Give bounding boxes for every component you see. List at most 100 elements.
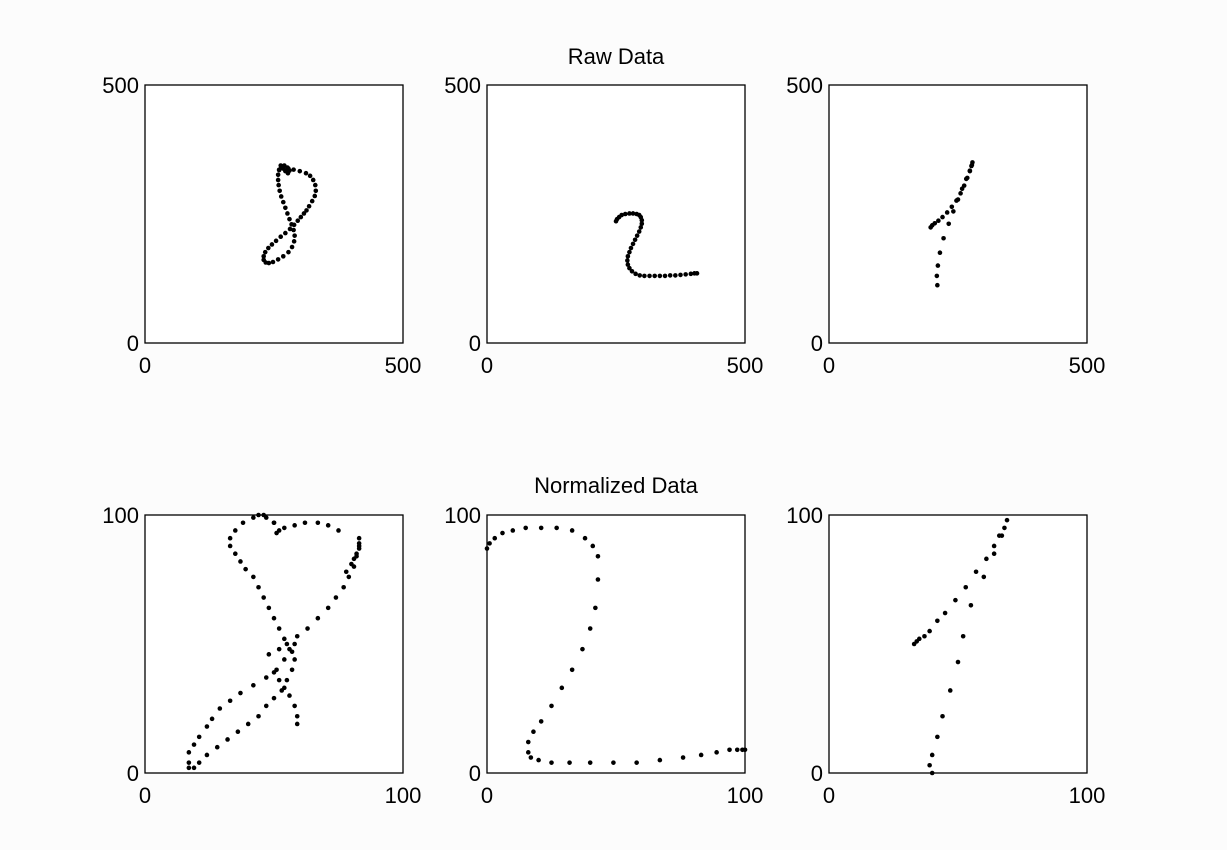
data-point xyxy=(287,693,292,698)
data-point xyxy=(209,716,215,722)
data-point xyxy=(968,603,974,608)
data-point xyxy=(633,271,638,277)
data-point xyxy=(991,551,997,556)
subplot-raw-1: 0 500 0 500 xyxy=(102,73,421,378)
x-tick-label-min: 0 xyxy=(481,353,493,378)
data-point xyxy=(525,739,531,745)
data-point xyxy=(227,535,233,541)
data-point xyxy=(356,546,362,551)
data-point xyxy=(637,273,643,278)
data-point xyxy=(283,205,288,211)
y-tick-label-min: 0 xyxy=(469,331,481,356)
data-point xyxy=(292,523,297,528)
data-point xyxy=(284,677,290,683)
data-point xyxy=(256,584,261,590)
data-point xyxy=(263,703,269,709)
data-point xyxy=(582,535,588,541)
data-point xyxy=(354,551,359,556)
data-point xyxy=(927,628,932,634)
data-point xyxy=(935,734,940,740)
data-point xyxy=(283,168,288,174)
y-tick-label-min: 0 xyxy=(127,331,139,356)
data-point xyxy=(261,595,266,600)
data-point xyxy=(291,227,296,233)
data-point xyxy=(714,750,719,755)
data-point xyxy=(291,239,297,244)
data-point xyxy=(276,182,281,188)
data-point xyxy=(627,211,632,216)
data-point xyxy=(630,241,636,247)
data-point xyxy=(949,204,955,210)
data-point xyxy=(935,618,940,624)
x-tick-label-min: 0 xyxy=(823,353,835,378)
data-point xyxy=(186,765,192,771)
data-point xyxy=(191,742,197,747)
data-point xyxy=(186,750,192,755)
x-tick-label-max: 100 xyxy=(727,783,764,808)
data-point xyxy=(947,688,953,693)
data-point xyxy=(271,520,277,526)
data-point xyxy=(256,512,261,518)
data-point xyxy=(310,177,316,183)
data-point xyxy=(492,535,498,541)
data-point xyxy=(292,657,297,662)
data-point xyxy=(698,752,704,758)
data-point xyxy=(667,273,673,278)
axes-frame xyxy=(144,84,404,344)
data-point xyxy=(1002,525,1007,531)
data-point xyxy=(282,636,287,642)
data-point xyxy=(984,556,989,562)
x-tick-label-min: 0 xyxy=(823,783,835,808)
data-point xyxy=(294,633,300,639)
data-point xyxy=(204,724,210,729)
data-point xyxy=(580,646,585,652)
data-point xyxy=(622,211,628,217)
data-point xyxy=(266,245,271,251)
data-point xyxy=(285,211,290,216)
data-point xyxy=(657,757,663,763)
data-point xyxy=(678,272,683,278)
data-point xyxy=(991,543,997,549)
data-point xyxy=(611,760,616,765)
data-point xyxy=(292,641,297,647)
data-point xyxy=(191,765,197,771)
data-point xyxy=(276,646,282,652)
data-point xyxy=(266,260,272,266)
data-point xyxy=(634,760,639,765)
data-point xyxy=(500,530,505,536)
data-point xyxy=(963,176,969,182)
data-point xyxy=(346,574,352,580)
data-point xyxy=(538,719,544,724)
data-point xyxy=(309,198,315,204)
data-point xyxy=(941,235,946,241)
data-point xyxy=(960,633,966,639)
normalized-data-title: Normalized Data xyxy=(534,473,699,498)
data-point xyxy=(294,713,300,719)
data-point xyxy=(307,173,313,179)
data-point xyxy=(587,626,593,631)
data-point xyxy=(510,528,516,533)
x-tick-label-max: 500 xyxy=(727,353,764,378)
data-point xyxy=(959,186,965,192)
data-point xyxy=(680,755,686,760)
data-point xyxy=(286,249,291,255)
y-tick-label-max: 500 xyxy=(102,73,139,98)
data-point xyxy=(630,211,636,216)
data-point xyxy=(325,523,331,528)
data-point xyxy=(639,221,645,227)
data-point xyxy=(312,193,318,199)
data-point xyxy=(484,546,490,551)
data-point xyxy=(280,199,286,205)
data-point xyxy=(315,520,321,526)
data-point xyxy=(312,182,318,188)
data-point xyxy=(955,197,961,202)
data-point xyxy=(636,229,642,234)
data-point xyxy=(301,211,307,216)
data-point xyxy=(487,541,492,546)
x-tick-label-min: 0 xyxy=(139,353,151,378)
data-point xyxy=(305,626,310,631)
data-point xyxy=(313,188,319,194)
data-point xyxy=(303,170,309,176)
data-point xyxy=(302,520,308,526)
data-point xyxy=(625,254,631,259)
